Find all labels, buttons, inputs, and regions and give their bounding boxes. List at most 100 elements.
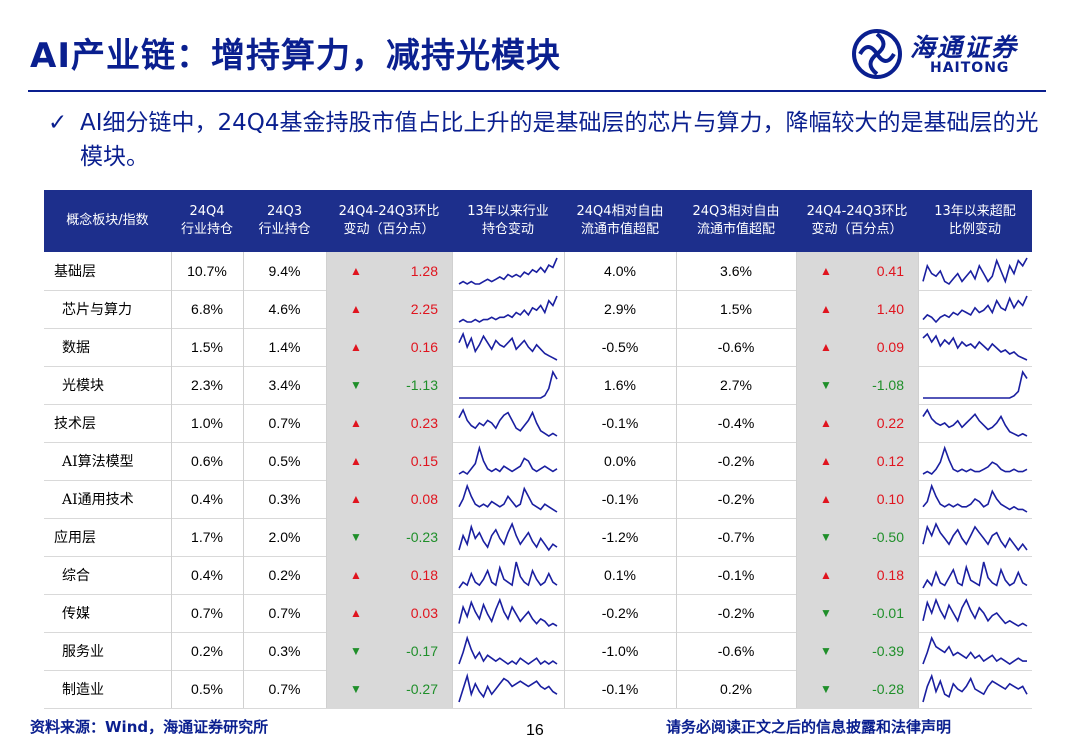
sparkline-path	[458, 331, 558, 361]
sparkline-path	[458, 408, 558, 437]
sparkline-path	[922, 635, 1027, 665]
sparkline-path	[458, 483, 558, 513]
change-value: -0.23	[406, 529, 438, 545]
header-overweight-change: 24Q4-24Q3环比 变动（百分点）	[796, 190, 918, 252]
up-arrow-icon: ▲	[820, 492, 832, 506]
sparkline	[458, 331, 558, 361]
q3-overweight-value: -0.7%	[717, 529, 755, 545]
change-value: -0.01	[872, 605, 904, 621]
header-line: 13年以来超配	[934, 204, 1016, 219]
header-line: 概念板块/指数	[66, 213, 149, 228]
sparkline	[922, 561, 1028, 589]
table-row: 综合 0.4% 0.2% ▲ 0.18 0.1% -0.1% ▲ 0.18	[44, 556, 1032, 595]
check-icon: ✓	[48, 110, 68, 136]
overweight-change-cell: ▲ 0.12	[796, 442, 918, 480]
overweight-change-cell: ▲ 0.10	[796, 480, 918, 518]
header-line: 流通市值超配	[580, 222, 659, 237]
down-arrow-icon: ▼	[820, 644, 832, 658]
column-divider	[243, 252, 244, 708]
q4-holding-value: 1.5%	[191, 339, 223, 355]
holding-change-cell: ▲ 0.23	[326, 404, 452, 442]
overweight-trend-cell	[918, 632, 1032, 670]
header-concept: 概念板块/指数	[44, 190, 171, 252]
row-name: AI通用技术	[62, 492, 134, 508]
sparkline	[922, 257, 1028, 286]
q4-overweight-value: -0.1%	[601, 491, 639, 507]
column-divider	[796, 252, 797, 708]
q4-holding-value: 1.7%	[191, 529, 223, 545]
holding-trend-cell	[452, 328, 564, 366]
overweight-trend-cell	[918, 290, 1032, 328]
table-header: 概念板块/指数 24Q4 行业持仓 24Q3 行业持仓 24Q4-24Q3环比 变动（百分点…	[44, 190, 1032, 252]
header-line: 24Q4-24Q3环比	[806, 204, 908, 219]
q3-overweight-value: 1.5%	[720, 301, 752, 317]
q3-overweight-value: 0.2%	[720, 681, 752, 697]
change-value: 0.16	[410, 339, 438, 355]
up-arrow-icon: ▲	[350, 454, 362, 468]
q3-holding-value: 0.5%	[268, 453, 301, 469]
sparkline-path	[922, 597, 1028, 627]
sparkline-path	[922, 521, 1028, 552]
header-q3-holding: 24Q3 行业持仓	[243, 190, 326, 252]
change-value: -0.28	[872, 681, 904, 697]
row-name: 技术层	[54, 416, 96, 432]
q3-holding-value: 0.3%	[268, 643, 301, 659]
sparkline	[922, 332, 1028, 361]
sparkline	[922, 635, 1027, 665]
change-value: -0.17	[406, 643, 438, 659]
sparkline	[459, 369, 558, 399]
row-name: 应用层	[54, 530, 96, 546]
holding-trend-cell	[452, 252, 564, 290]
holding-change-cell: ▼ -0.17	[326, 632, 452, 670]
table-row: 技术层 1.0% 0.7% ▲ 0.23 -0.1% -0.4% ▲ 0.22	[44, 404, 1032, 443]
haitong-logo: 海通证券 HAITONG	[850, 28, 1050, 80]
q4-holding-value: 0.5%	[191, 681, 223, 697]
change-value: 1.28	[410, 263, 438, 279]
q4-overweight-value: 4.0%	[604, 263, 636, 279]
holding-trend-cell	[452, 442, 564, 480]
overweight-change-cell: ▲ 0.41	[796, 252, 918, 290]
sparkline-path	[458, 521, 558, 552]
header-line: 24Q3	[266, 204, 303, 219]
row-name: 服务业	[62, 644, 104, 660]
overweight-trend-cell	[918, 404, 1032, 442]
row-name: 数据	[62, 340, 90, 356]
overweight-change-cell: ▼ -0.50	[796, 518, 918, 556]
sparkline	[922, 295, 1028, 324]
header-q3-overweight: 24Q3相对自由 流通市值超配	[676, 190, 796, 252]
header-line: 变动（百分点）	[343, 222, 435, 237]
table-row: 服务业 0.2% 0.3% ▼ -0.17 -1.0% -0.6% ▼ -0.39	[44, 632, 1032, 671]
sparkline-path	[922, 332, 1028, 361]
sparkline-path	[459, 369, 558, 399]
overweight-change-cell: ▼ -1.08	[796, 366, 918, 404]
row-name: 制造业	[62, 682, 104, 698]
q4-holding-value: 0.6%	[191, 453, 223, 469]
header-line: 24Q4	[189, 204, 225, 219]
up-arrow-icon: ▲	[820, 454, 832, 468]
q3-overweight-value: 2.7%	[720, 377, 752, 393]
q4-overweight-value: 1.6%	[604, 377, 636, 393]
row-name: 传媒	[62, 606, 90, 622]
holding-trend-cell	[452, 670, 564, 708]
table-row: 制造业 0.5% 0.7% ▼ -0.27 -0.1% 0.2% ▼ -0.28	[44, 670, 1032, 709]
header-holding-trend: 13年以来行业 持仓变动	[452, 190, 564, 252]
q3-overweight-value: -0.1%	[717, 567, 755, 583]
change-value: 0.10	[876, 491, 904, 507]
sparkline-path	[458, 635, 558, 666]
sparkline	[923, 369, 1028, 399]
sparkline-path	[922, 257, 1028, 286]
sparkline	[922, 483, 1028, 513]
sparkline	[458, 673, 558, 703]
table-row: 基础层 10.7% 9.4% ▲ 1.28 4.0% 3.6% ▲ 0.41	[44, 252, 1032, 291]
up-arrow-icon: ▲	[820, 416, 832, 430]
column-divider	[326, 252, 327, 708]
sparkline-path	[922, 408, 1028, 437]
q3-holding-value: 0.7%	[268, 681, 301, 697]
sparkline-path	[458, 295, 558, 323]
holding-change-cell: ▲ 0.18	[326, 556, 452, 594]
q3-overweight-value: -0.2%	[717, 605, 755, 621]
haitong-logo-icon	[852, 29, 902, 79]
q3-overweight-value: 3.6%	[720, 263, 752, 279]
table-row: AI通用技术 0.4% 0.3% ▲ 0.08 -0.1% -0.2% ▲ 0.10	[44, 480, 1032, 519]
overweight-trend-cell	[918, 442, 1032, 480]
